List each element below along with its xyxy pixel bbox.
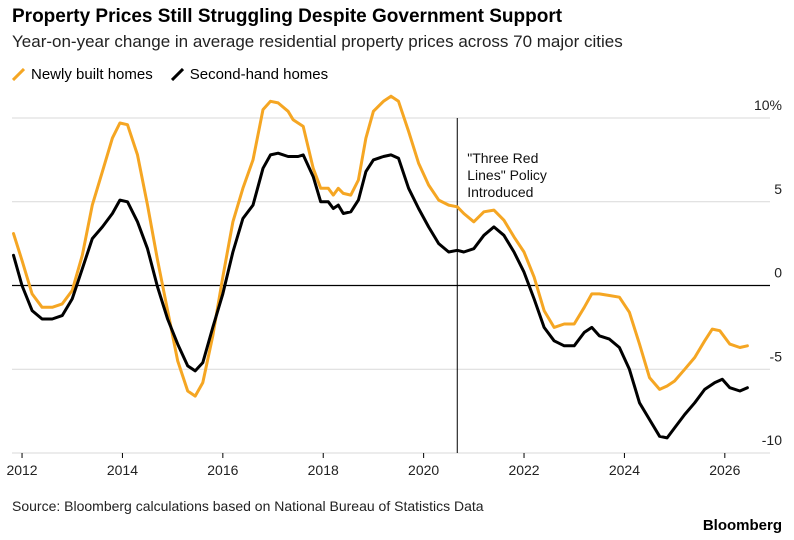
y-tick-label: 10% [754, 97, 782, 113]
x-tick-label: 2026 [709, 462, 740, 478]
legend-item-newly-built: Newly built homes [12, 66, 153, 83]
x-tick-label: 2014 [107, 462, 138, 478]
annotation-line: Lines" Policy [467, 167, 547, 183]
grid-lines [12, 117, 770, 454]
legend: Newly built homes Second-hand homes [12, 66, 346, 83]
legend-label-second-hand: Second-hand homes [189, 66, 329, 83]
chart-subtitle: Year-on-year change in average residenti… [12, 32, 623, 51]
series-layer [12, 94, 749, 440]
annotation-line: Introduced [467, 184, 533, 200]
annotation-layer: "Three Red Lines" Policy Introduced [456, 118, 547, 453]
y-tick-label: -10 [762, 432, 782, 448]
x-tick-label: 2012 [6, 462, 37, 478]
y-tick-label: -5 [770, 348, 783, 364]
bloomberg-logo: Bloomberg [702, 517, 782, 534]
x-tick-label: 2024 [609, 462, 640, 478]
y-tick-label: 0 [774, 265, 782, 281]
x-tick-label: 2020 [408, 462, 439, 478]
annotation-line: "Three Red [467, 150, 538, 166]
legend-swatch-newly-built [12, 68, 25, 81]
x-tick-label: 2018 [308, 462, 339, 478]
legend-item-second-hand: Second-hand homes [170, 66, 329, 83]
series-line-second-hand-homes [12, 151, 749, 440]
legend-swatch-second-hand [170, 68, 184, 81]
series-line-newly-built-homes [12, 94, 749, 398]
x-tick-label: 2016 [207, 462, 238, 478]
x-axis: 2012 2014 2016 2018 2020 2022 2024 2026 [6, 453, 741, 478]
chart-title: Property Prices Still Struggling Despite… [12, 6, 563, 27]
source-note: Source: Bloomberg calculations based on … [12, 498, 484, 514]
policy-annotation: "Three Red Lines" Policy Introduced [467, 150, 547, 200]
y-axis: 10% 5 0 -5 -10 [754, 97, 782, 448]
legend-label-newly-built: Newly built homes [31, 66, 153, 83]
x-tick-label: 2022 [508, 462, 539, 478]
y-tick-label: 5 [774, 181, 782, 197]
